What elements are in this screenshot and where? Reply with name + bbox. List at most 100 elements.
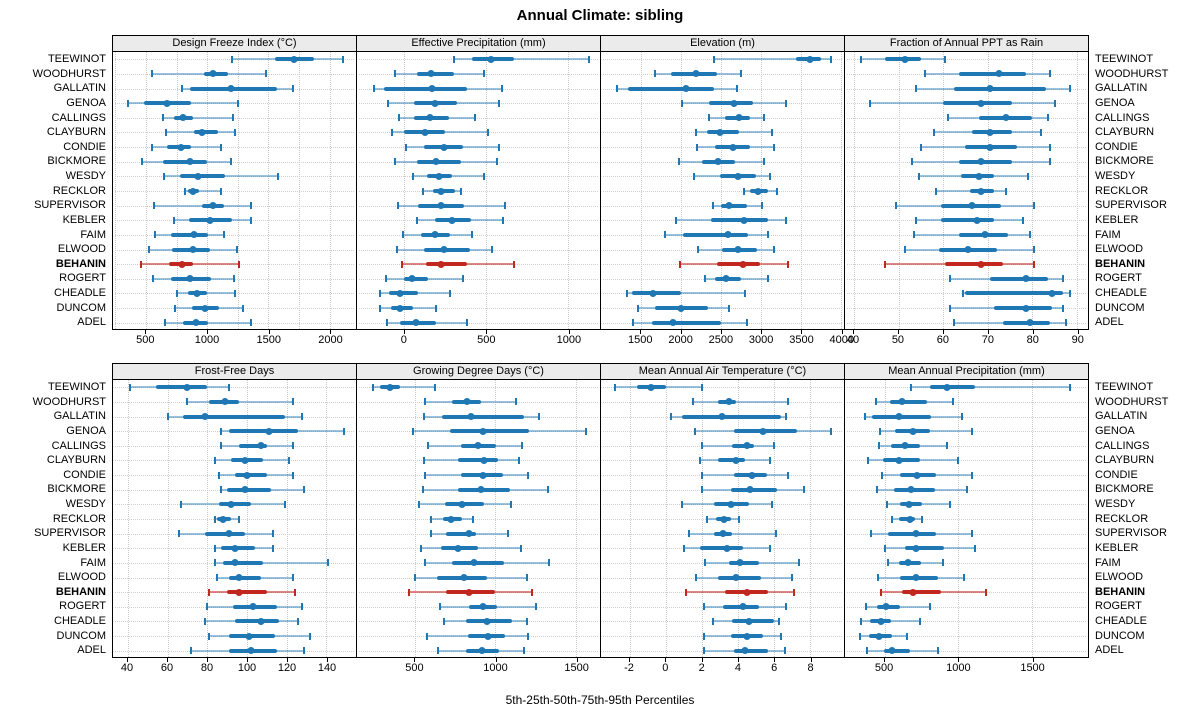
median-dot bbox=[235, 588, 243, 596]
median-dot bbox=[225, 530, 233, 538]
whisker-cap bbox=[919, 143, 922, 151]
whisker-cap bbox=[385, 275, 388, 283]
row-guide bbox=[603, 387, 842, 389]
row-guide bbox=[359, 205, 598, 207]
median-dot bbox=[201, 304, 209, 312]
median-dot bbox=[431, 231, 439, 239]
gridline-vertical bbox=[127, 380, 129, 657]
row-guide bbox=[115, 308, 354, 310]
whisker-cap bbox=[1033, 246, 1036, 254]
median-dot bbox=[421, 128, 429, 136]
whisker-cap bbox=[513, 260, 516, 268]
median-dot bbox=[888, 647, 896, 655]
whisker-cap bbox=[140, 158, 143, 166]
median-dot bbox=[968, 202, 976, 210]
panel-title: Mean Annual Precipitation (mm) bbox=[844, 363, 1089, 380]
whisker-cap bbox=[785, 603, 788, 611]
whisker-cap bbox=[531, 588, 534, 596]
whisker-cap bbox=[430, 515, 433, 523]
median-dot bbox=[719, 530, 727, 538]
median-dot bbox=[189, 246, 197, 254]
panel-title: Frost-Free Days bbox=[112, 363, 357, 380]
row-guide bbox=[847, 132, 1086, 134]
whisker-cap bbox=[880, 588, 883, 596]
row-guide bbox=[847, 650, 1086, 652]
panel-title: Growing Degree Days (°C) bbox=[356, 363, 601, 380]
whisker-cap bbox=[437, 647, 440, 655]
whisker-cap bbox=[746, 319, 749, 327]
median-dot bbox=[477, 486, 485, 494]
median-dot bbox=[396, 304, 404, 312]
box-25-75 bbox=[227, 590, 267, 595]
median-dot bbox=[454, 544, 462, 552]
station-label: WESDY bbox=[65, 170, 106, 182]
station-label: WESDY bbox=[1095, 170, 1136, 182]
station-label: ROGERT bbox=[59, 600, 106, 613]
row-guide bbox=[359, 73, 598, 75]
row-guide bbox=[603, 308, 842, 310]
gridline-vertical bbox=[629, 380, 631, 657]
median-dot bbox=[243, 471, 251, 479]
row-guide bbox=[847, 191, 1086, 192]
axis-tick bbox=[884, 658, 886, 662]
station-labels-left: TEEWINOT WOODHURST GALLATIN GENOA CALLINGS CL… bbox=[0, 35, 112, 348]
whisker-cap bbox=[525, 617, 528, 625]
panel-axis: 500 1000 1500 2000 bbox=[112, 330, 357, 348]
median-dot bbox=[193, 289, 201, 297]
median-dot bbox=[177, 143, 185, 151]
panel-title: Fraction of Annual PPT as Rain bbox=[844, 35, 1089, 52]
median-dot bbox=[912, 530, 920, 538]
whisker-cap bbox=[291, 85, 294, 93]
whisker-cap bbox=[974, 544, 977, 552]
whisker-cap bbox=[885, 500, 888, 508]
box-25-75 bbox=[901, 590, 941, 595]
row-guide bbox=[847, 562, 1086, 564]
whisker-cap bbox=[768, 172, 771, 180]
gridline-vertical bbox=[207, 52, 209, 329]
box-25-75 bbox=[929, 385, 975, 390]
whisker-cap bbox=[910, 158, 913, 166]
axis-tick-label: 100 bbox=[237, 662, 257, 674]
whisker-cap bbox=[711, 617, 714, 625]
panel-axis: 40 50 60 70 80 90 bbox=[844, 330, 1089, 348]
whisker-cap bbox=[783, 647, 786, 655]
whisker-cap bbox=[859, 632, 862, 640]
station-label: BEHANIN bbox=[1095, 585, 1146, 598]
median-dot bbox=[431, 99, 439, 107]
box-25-75 bbox=[451, 560, 505, 565]
whisker-cap bbox=[763, 158, 766, 166]
panel-title: Elevation (m) bbox=[600, 35, 845, 52]
box-25-75 bbox=[940, 218, 995, 223]
whisker-cap bbox=[421, 486, 424, 494]
row-guide bbox=[603, 117, 842, 119]
whisker-cap bbox=[220, 486, 223, 494]
whisker-cap bbox=[417, 500, 420, 508]
whisker-cap bbox=[917, 172, 920, 180]
row-guide bbox=[603, 431, 842, 433]
whisker-cap bbox=[127, 99, 130, 107]
whisker-cap bbox=[775, 187, 778, 195]
whisker-cap bbox=[711, 202, 714, 210]
median-dot bbox=[241, 486, 249, 494]
box-25-75 bbox=[205, 531, 245, 536]
box-25-75 bbox=[889, 399, 927, 404]
median-dot bbox=[178, 260, 186, 268]
whisker-cap bbox=[128, 383, 131, 391]
station-label: GENOA bbox=[1095, 96, 1135, 109]
panel-title: Mean Annual Air Temperature (°C) bbox=[600, 363, 845, 380]
whisker-cap bbox=[771, 500, 773, 508]
median-dot bbox=[447, 515, 455, 523]
whisker-cap bbox=[700, 471, 703, 479]
whisker-cap bbox=[971, 530, 974, 538]
axis-tick-label: 1500 bbox=[1020, 662, 1045, 674]
whisker-cap bbox=[386, 319, 389, 327]
row-guide bbox=[603, 636, 842, 638]
station-label: BICKMORE bbox=[1095, 483, 1154, 496]
whisker-cap bbox=[216, 574, 219, 582]
panel-axis: 40 60 80 100 120 140 bbox=[112, 658, 357, 676]
axis-tick bbox=[287, 658, 288, 662]
whisker-cap bbox=[471, 515, 474, 523]
whisker-cap bbox=[163, 172, 166, 180]
median-dot bbox=[235, 574, 243, 582]
box-25-75 bbox=[681, 414, 781, 419]
